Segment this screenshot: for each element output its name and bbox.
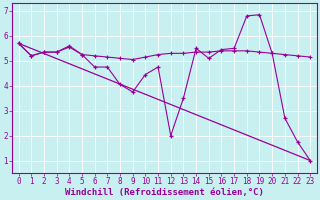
X-axis label: Windchill (Refroidissement éolien,°C): Windchill (Refroidissement éolien,°C) (65, 188, 264, 197)
